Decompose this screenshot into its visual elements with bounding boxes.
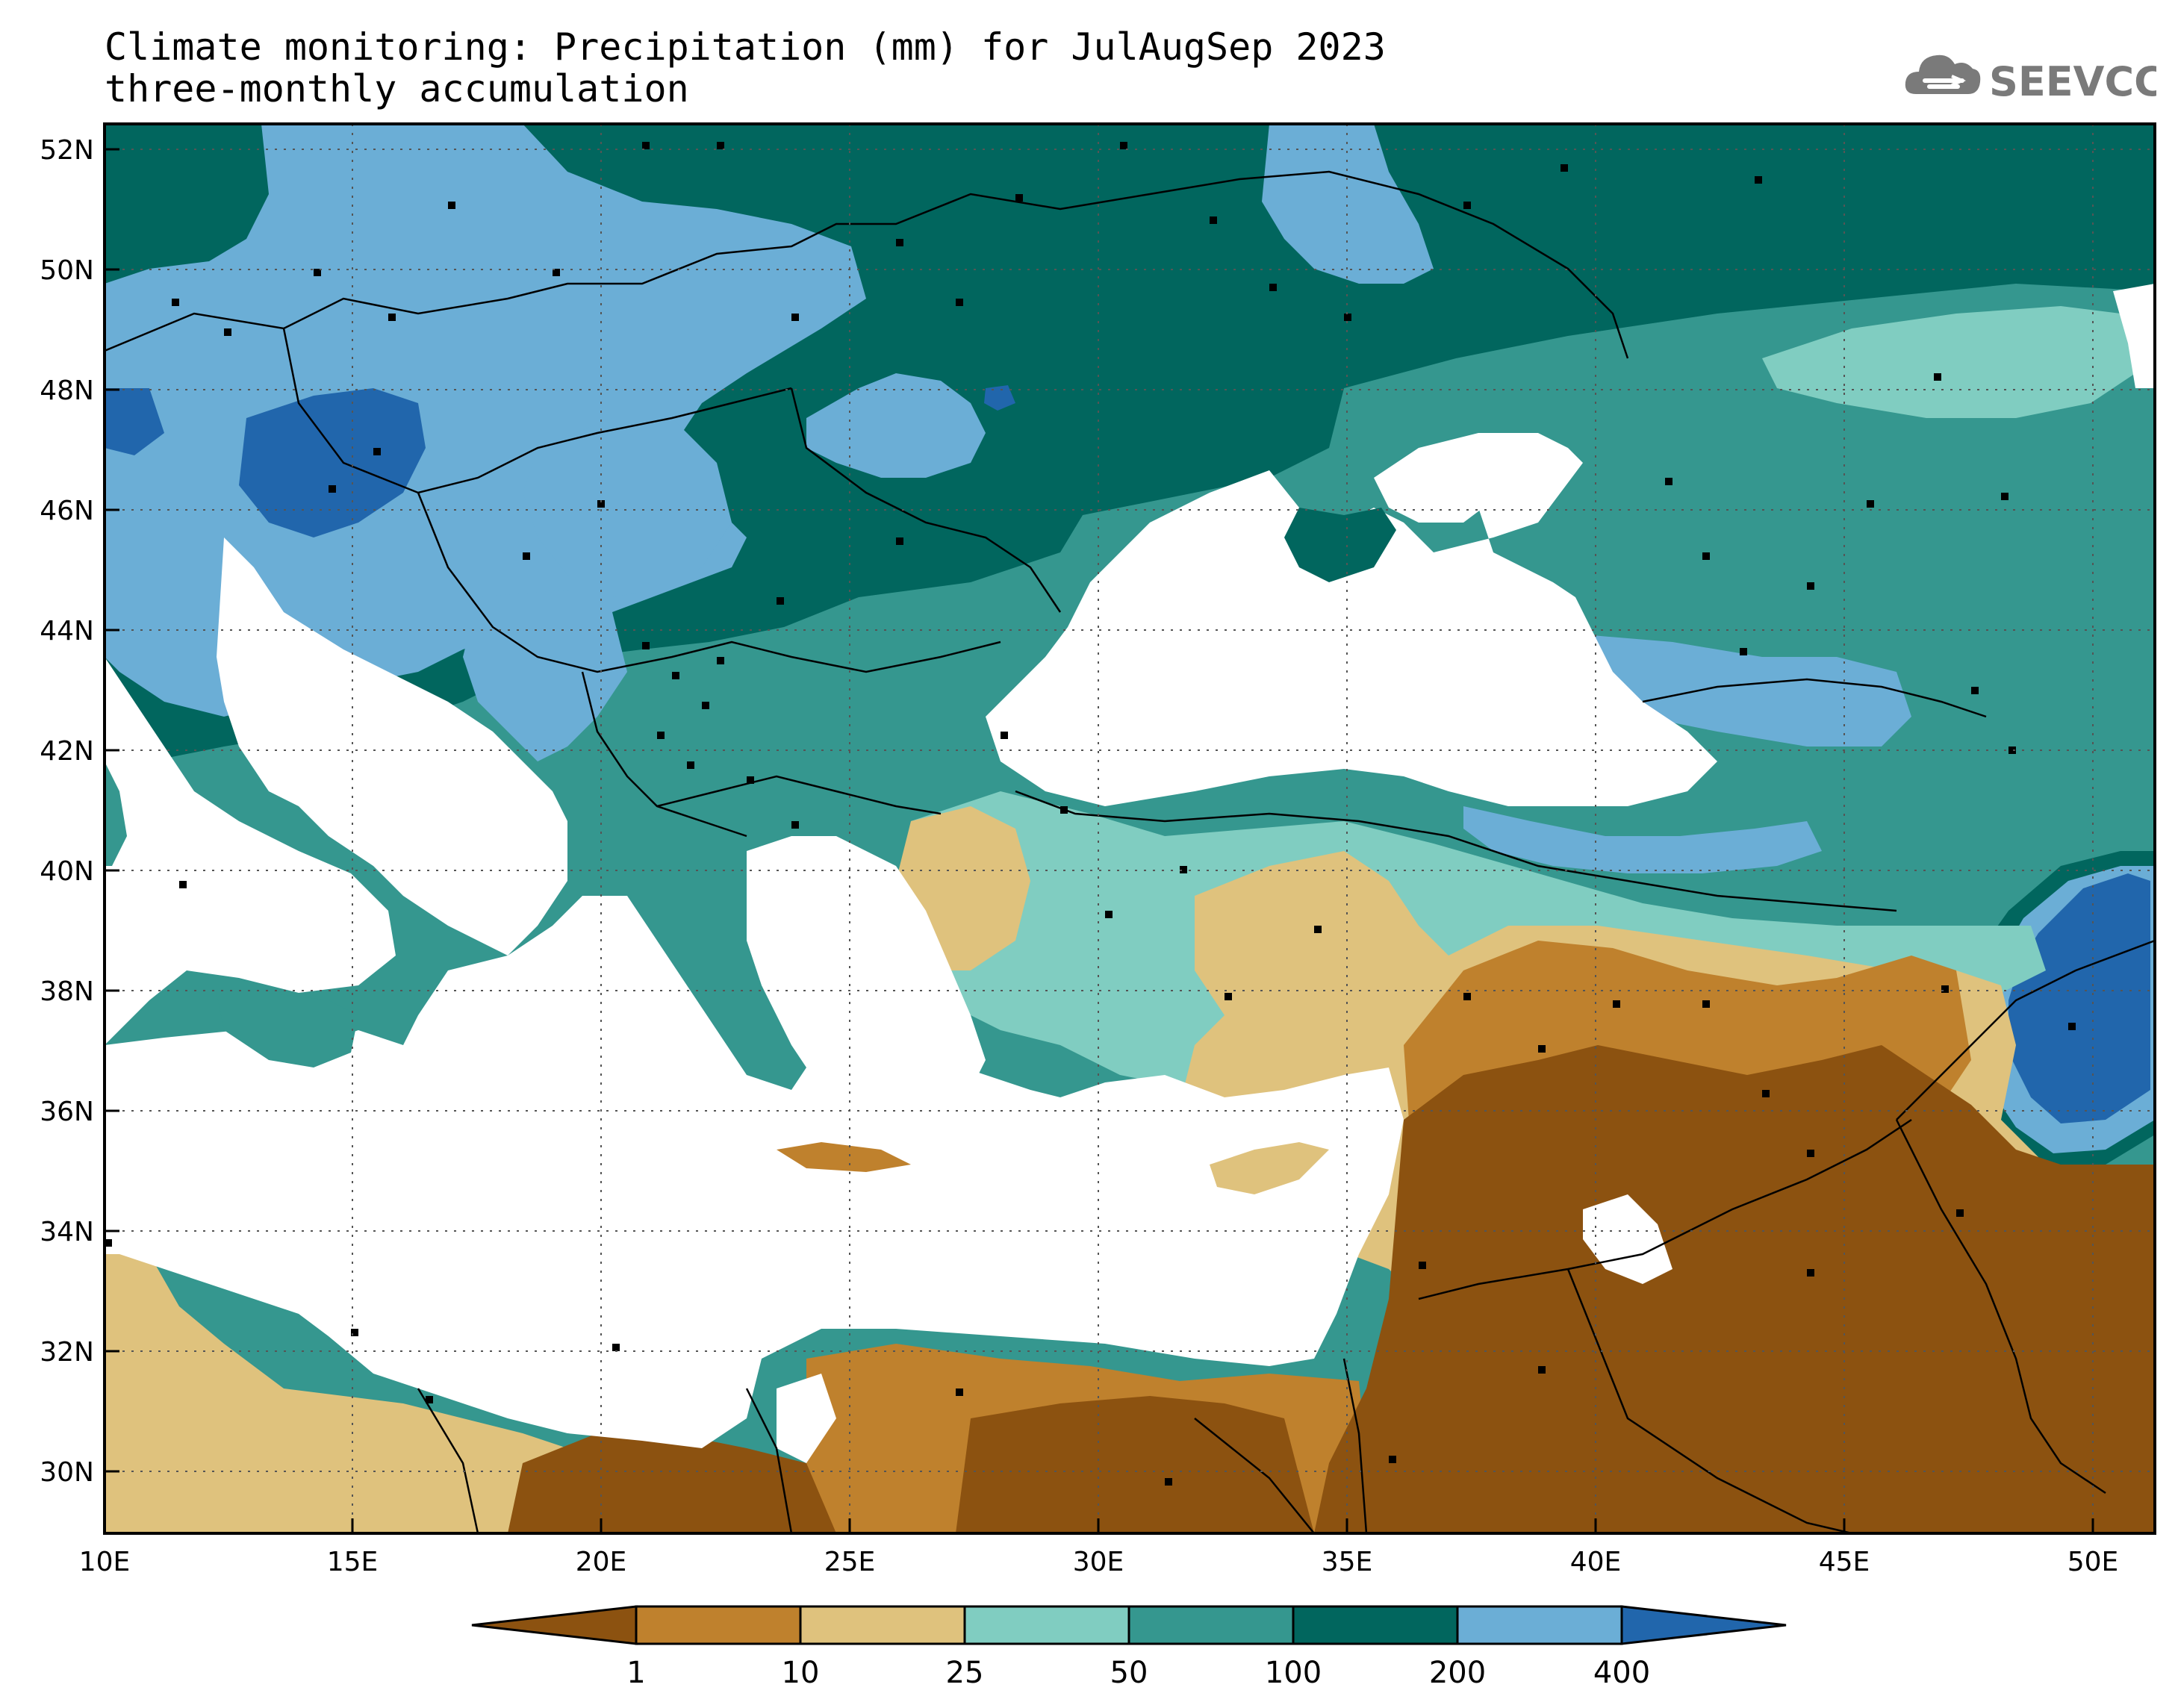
field-below-1-arabia bbox=[1314, 1045, 2155, 1533]
x-tick-label: 35E bbox=[1322, 1547, 1373, 1577]
map-field bbox=[105, 124, 2155, 1533]
field-above-400-caspian bbox=[2008, 873, 2150, 1123]
sea-azov bbox=[1374, 433, 1568, 523]
land-cyprus bbox=[1210, 1142, 1329, 1194]
field-above-400-moldova bbox=[984, 385, 1015, 411]
field-below-1-libya bbox=[508, 1433, 836, 1533]
field-below-1-egypt bbox=[956, 1396, 1314, 1533]
x-tick-label: 50E bbox=[2067, 1547, 2119, 1577]
colorbar-segment bbox=[1292, 1605, 1459, 1645]
land-crete bbox=[777, 1142, 911, 1172]
land-crimea bbox=[1284, 508, 1396, 582]
colorbar-label: 10 bbox=[782, 1656, 820, 1690]
y-tick-label: 42N bbox=[40, 736, 94, 767]
colorbar-segment bbox=[799, 1605, 966, 1645]
x-tick-label: 15E bbox=[327, 1547, 379, 1577]
colorbar-label: 100 bbox=[1265, 1656, 1322, 1690]
y-tick-label: 38N bbox=[40, 976, 94, 1007]
colorbar-label: 25 bbox=[946, 1656, 984, 1690]
map-title: Climate monitoring: Precipitation (mm) f… bbox=[105, 25, 1386, 69]
logo-text: SEEVCCC bbox=[1989, 58, 2156, 105]
colorbar-segment bbox=[1127, 1605, 1295, 1645]
colorbar-label: 400 bbox=[1593, 1656, 1650, 1690]
y-tick-label: 52N bbox=[40, 135, 94, 166]
x-tick-label: 20E bbox=[576, 1547, 627, 1577]
colorbar: 1 10 25 50 100 200 400 bbox=[471, 1605, 1787, 1690]
colorbar-label: 50 bbox=[1110, 1656, 1148, 1690]
x-axis-labels: 10E 15E 20E 25E 30E 35E 40E 45E 50E bbox=[79, 1547, 2119, 1577]
field-200-400-balkans bbox=[463, 590, 627, 761]
x-tick-label: 25E bbox=[824, 1547, 876, 1577]
sea-black-sea bbox=[986, 448, 1717, 806]
colorbar-label: 200 bbox=[1429, 1656, 1486, 1690]
y-tick-label: 32N bbox=[40, 1337, 94, 1368]
map-subtitle: three-monthly accumulation bbox=[105, 67, 689, 110]
x-tick-label: 30E bbox=[1073, 1547, 1124, 1577]
field-above-400-alps bbox=[239, 388, 426, 537]
graticule bbox=[105, 124, 2155, 1533]
colorbar-label: 1 bbox=[626, 1656, 645, 1690]
field-10-25-africa bbox=[105, 1239, 582, 1533]
field-200-400-belarus bbox=[1262, 124, 1434, 284]
field-200-400-romania bbox=[806, 373, 986, 478]
sea-caspian-north-hole bbox=[2113, 284, 2155, 388]
axis-ticks bbox=[103, 148, 2094, 1533]
sea-tyrrhenian bbox=[105, 657, 396, 1045]
y-tick-label: 44N bbox=[40, 616, 94, 646]
land-sicily bbox=[217, 993, 358, 1068]
y-tick-label: 40N bbox=[40, 856, 94, 887]
y-tick-label: 36N bbox=[40, 1097, 94, 1127]
field-200-400-turkey-north bbox=[1463, 806, 1822, 873]
field-200-400-hungary bbox=[523, 418, 732, 597]
map-frame bbox=[103, 122, 2156, 1535]
colorbar-arrow-right bbox=[1620, 1605, 1787, 1645]
seevccc-logo: SEEVCCC bbox=[1905, 54, 2156, 105]
y-tick-label: 48N bbox=[40, 375, 94, 406]
x-tick-label: 40E bbox=[1570, 1547, 1622, 1577]
land-sardinia-strip bbox=[105, 761, 127, 866]
field-above-400-adriatic-north bbox=[105, 388, 164, 455]
y-tick-label: 50N bbox=[40, 255, 94, 286]
sea-adriatic-tyrrhenian bbox=[217, 537, 567, 956]
sea-mediterranean bbox=[105, 896, 1404, 1448]
field-200-400-georgia bbox=[1553, 635, 1911, 747]
country-borders bbox=[105, 170, 2155, 1533]
colorbar-segment bbox=[1456, 1605, 1623, 1645]
hole-libya-white bbox=[777, 1374, 836, 1463]
colorbar-segment bbox=[963, 1605, 1130, 1645]
station-markers bbox=[105, 142, 2076, 1486]
y-tick-label: 46N bbox=[40, 496, 94, 526]
sea-aegean bbox=[747, 836, 986, 1120]
colorbar-segment bbox=[635, 1605, 802, 1645]
y-tick-label: 34N bbox=[40, 1217, 94, 1247]
colorbar-arrow-left bbox=[471, 1605, 638, 1645]
y-tick-label: 30N bbox=[40, 1457, 94, 1488]
x-tick-label: 45E bbox=[1819, 1547, 1870, 1577]
cloud-icon bbox=[1905, 54, 1981, 94]
x-tick-label: 10E bbox=[79, 1547, 131, 1577]
y-axis-labels: 52N 50N 48N 46N 44N 42N 40N 38N 36N 34N … bbox=[40, 135, 94, 1488]
